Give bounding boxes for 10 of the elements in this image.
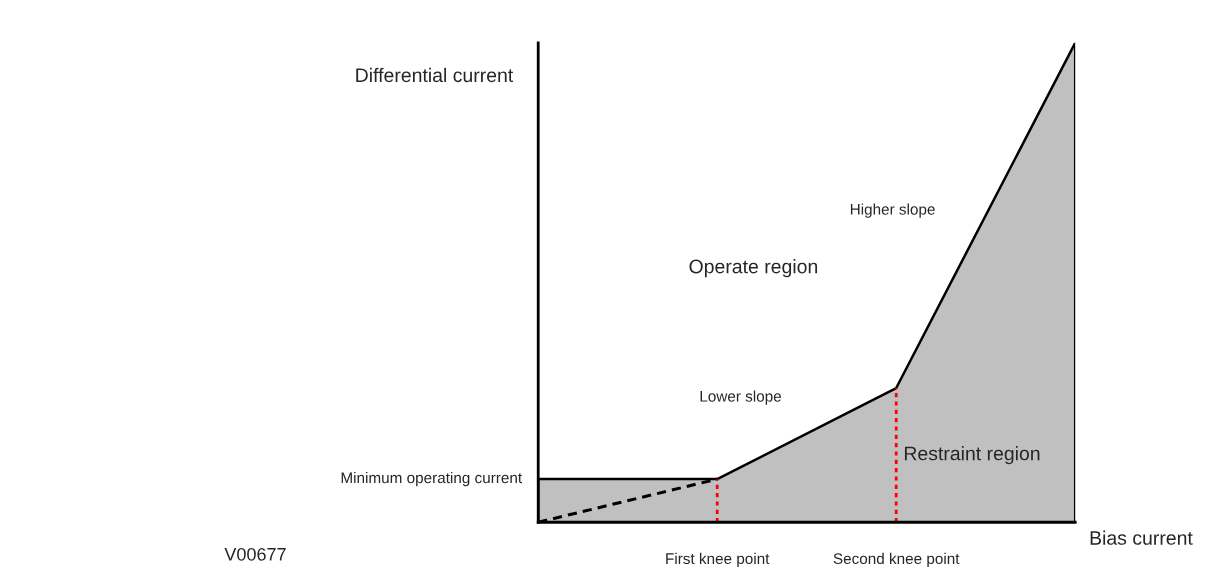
annotation: Operate region: [689, 259, 818, 278]
x-axis-title: Bias current: [1090, 530, 1193, 545]
annotation: Higher slope: [850, 203, 935, 218]
annotation: Lower slope: [700, 390, 782, 405]
text: V00677: [224, 547, 286, 561]
text: Minimum operating current: [341, 471, 523, 487]
x-tick-label: Second knee point: [833, 552, 960, 568]
y-axis-title: Differential current: [356, 67, 514, 83]
x-tick-label: First knee point: [666, 552, 770, 568]
annotation: Restraint region: [904, 446, 1040, 465]
